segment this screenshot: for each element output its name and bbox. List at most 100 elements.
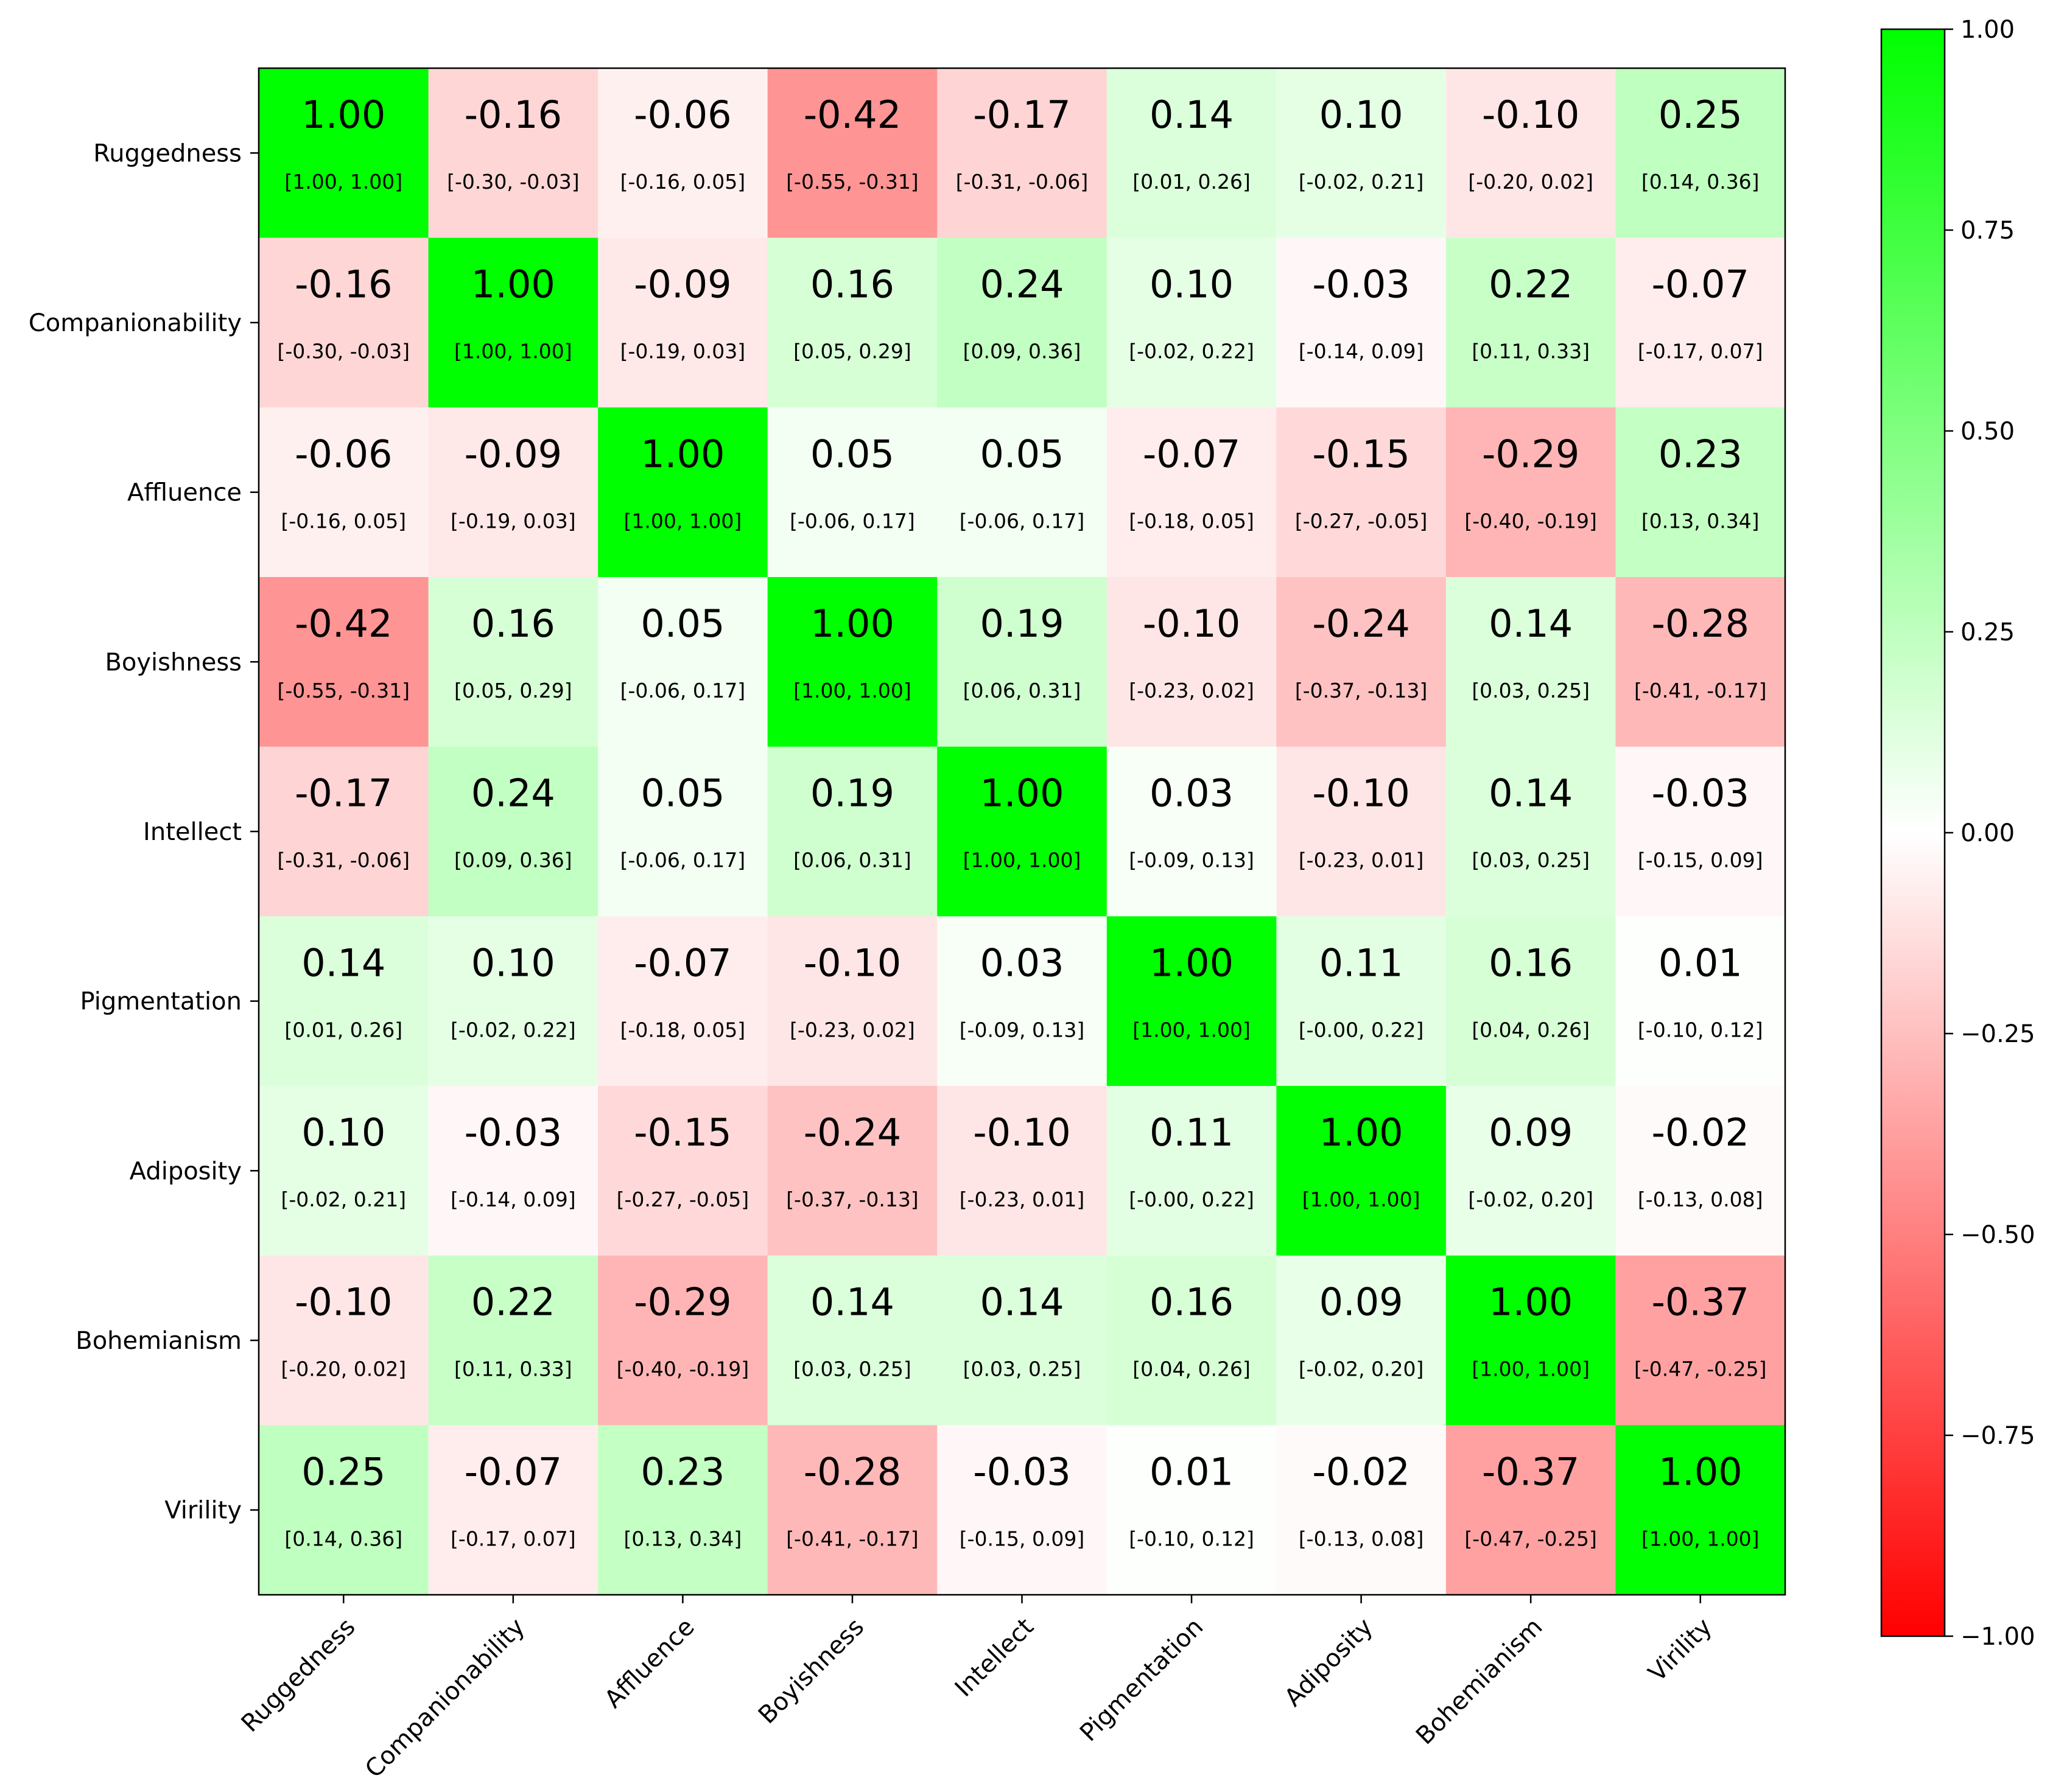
cell-value-label: 0.23 <box>1659 432 1743 476</box>
cell-value-label: 0.25 <box>1659 93 1743 137</box>
cell-value-label: 0.11 <box>1319 940 1403 985</box>
cell-interval-label: [0.05, 0.29] <box>793 340 911 363</box>
cell-interval-label: [-0.37, -0.13] <box>786 1188 919 1211</box>
cell-value-label: 0.05 <box>641 601 725 646</box>
heatmap-cell <box>1276 1255 1447 1426</box>
heatmap-cell-labels: 1.00 [1.00, 1.00] -0.16 [-0.30, -0.03] -0.06… <box>278 93 1767 1550</box>
cell-interval-label: [-0.13, 0.08] <box>1299 1527 1424 1550</box>
cell-value-label: 1.00 <box>1150 940 1234 985</box>
x-tick-label: Ruggedness <box>236 1613 361 1738</box>
cell-value-label: -0.42 <box>295 601 392 646</box>
cell-interval-label: [-0.30, -0.03] <box>278 340 410 363</box>
heatmap-cell <box>1276 68 1447 239</box>
heatmap-cell <box>1276 746 1447 917</box>
heatmap-cell <box>1106 1255 1277 1426</box>
cell-interval-label: [-0.02, 0.20] <box>1468 1188 1593 1211</box>
heatmap-cell <box>598 237 768 408</box>
cell-interval-label: [0.03, 0.25] <box>793 1357 911 1381</box>
colorbar-tick-label: 0.50 <box>1960 418 2015 446</box>
heatmap-cell <box>428 577 598 747</box>
y-axis-ticks: Ruggedness Companionability Affluence Boyis… <box>29 139 259 1525</box>
heatmap-cell <box>259 407 429 578</box>
cell-value-label: 1.00 <box>980 771 1064 816</box>
heatmap-cell <box>598 1086 768 1256</box>
cell-interval-label: [-0.47, -0.25] <box>1464 1527 1597 1550</box>
cell-value-label: 1.00 <box>1659 1449 1743 1494</box>
cell-interval-label: [1.00, 1.00] <box>1472 1357 1590 1381</box>
heatmap-cell <box>1445 407 1616 578</box>
cell-value-label: -0.10 <box>973 1110 1070 1155</box>
heatmap-cell <box>598 916 768 1087</box>
heatmap-cell <box>1106 916 1277 1087</box>
heatmap-cell <box>598 407 768 578</box>
cell-value-label: 1.00 <box>1489 1280 1573 1325</box>
heatmap-cell <box>598 577 768 747</box>
cell-value-label: 0.14 <box>980 1280 1064 1325</box>
cell-value-label: 0.24 <box>471 771 555 816</box>
cell-value-label: 1.00 <box>1319 1110 1403 1155</box>
cell-value-label: -0.29 <box>634 1280 731 1325</box>
colorbar-gradient <box>1881 29 1945 1636</box>
heatmap-cell <box>1106 577 1277 747</box>
cell-interval-label: [0.14, 0.36] <box>284 1527 402 1550</box>
heatmap-cell <box>1106 237 1277 408</box>
cell-interval-label: [-0.06, 0.17] <box>960 509 1085 533</box>
cell-interval-label: [-0.00, 0.22] <box>1299 1018 1424 1041</box>
cell-interval-label: [0.13, 0.34] <box>1641 509 1760 533</box>
heatmap-cell <box>598 1425 768 1595</box>
y-tick-label: Boyishness <box>105 648 242 676</box>
cell-interval-label: [-0.27, -0.05] <box>1295 509 1428 533</box>
cell-interval-label: [-0.55, -0.31] <box>278 679 410 702</box>
cell-interval-label: [-0.17, 0.07] <box>451 1527 576 1550</box>
cell-interval-label: [0.06, 0.31] <box>793 849 911 872</box>
cell-interval-label: [-0.14, 0.09] <box>1299 340 1424 363</box>
cell-value-label: 1.00 <box>641 432 725 476</box>
heatmap-cell <box>767 1086 938 1256</box>
heatmap-cell <box>1615 407 1786 578</box>
cell-interval-label: [-0.02, 0.20] <box>1299 1357 1424 1381</box>
cell-interval-label: [-0.18, 0.05] <box>620 1018 746 1041</box>
cell-value-label: -0.15 <box>634 1110 731 1155</box>
cell-interval-label: [-0.23, 0.02] <box>1129 679 1254 702</box>
heatmap-cell <box>1445 1255 1616 1426</box>
cell-interval-label: [-0.40, -0.19] <box>617 1357 749 1381</box>
heatmap-cell <box>767 577 938 747</box>
cell-interval-label: [0.06, 0.31] <box>963 679 1081 702</box>
y-tick-label: Intellect <box>143 818 242 846</box>
cell-value-label: 0.22 <box>1489 262 1573 307</box>
cell-value-label: 0.14 <box>1489 601 1573 646</box>
cell-value-label: -0.02 <box>1312 1449 1409 1494</box>
cell-value-label: -0.37 <box>1652 1280 1749 1325</box>
colorbar-ticks: 1.00 0.75 0.50 0.25 0.00 −0.25 −0.50 −0.75 −1.00 <box>1945 16 2035 1651</box>
cell-value-label: 0.09 <box>1489 1110 1573 1155</box>
cell-value-label: 0.16 <box>810 262 894 307</box>
heatmap-cell <box>1445 1425 1616 1595</box>
colorbar-tick-label: 1.00 <box>1960 16 2015 44</box>
cell-interval-label: [-0.02, 0.22] <box>1129 340 1254 363</box>
x-tick-label: Virility <box>1643 1613 1718 1687</box>
cell-value-label: -0.16 <box>295 262 392 307</box>
heatmap-cell <box>1615 916 1786 1087</box>
heatmap-cell <box>598 68 768 239</box>
heatmap-cell <box>937 407 1107 578</box>
cell-interval-label: [-0.15, 0.09] <box>1638 849 1763 872</box>
cell-interval-label: [0.01, 0.26] <box>1132 170 1251 194</box>
cell-value-label: 0.22 <box>471 1280 555 1325</box>
cell-interval-label: [-0.23, 0.01] <box>1299 849 1424 872</box>
cell-value-label: 0.10 <box>471 940 555 985</box>
cell-interval-label: [-0.10, 0.12] <box>1638 1018 1763 1041</box>
cell-value-label: 0.19 <box>980 601 1064 646</box>
cell-interval-label: [-0.23, 0.02] <box>790 1018 915 1041</box>
y-tick-label: Companionability <box>29 309 242 337</box>
cell-value-label: -0.15 <box>1312 432 1409 476</box>
heatmap-cell <box>767 1255 938 1426</box>
cell-interval-label: [1.00, 1.00] <box>284 170 402 194</box>
heatmap-cell <box>767 68 938 239</box>
cell-value-label: -0.10 <box>804 940 901 985</box>
heatmap-cell <box>1106 68 1277 239</box>
cell-interval-label: [1.00, 1.00] <box>624 509 742 533</box>
cell-value-label: 0.16 <box>1489 940 1573 985</box>
colorbar-tick-label: −0.75 <box>1960 1422 2035 1450</box>
cell-interval-label: [-0.14, 0.09] <box>451 1188 576 1211</box>
